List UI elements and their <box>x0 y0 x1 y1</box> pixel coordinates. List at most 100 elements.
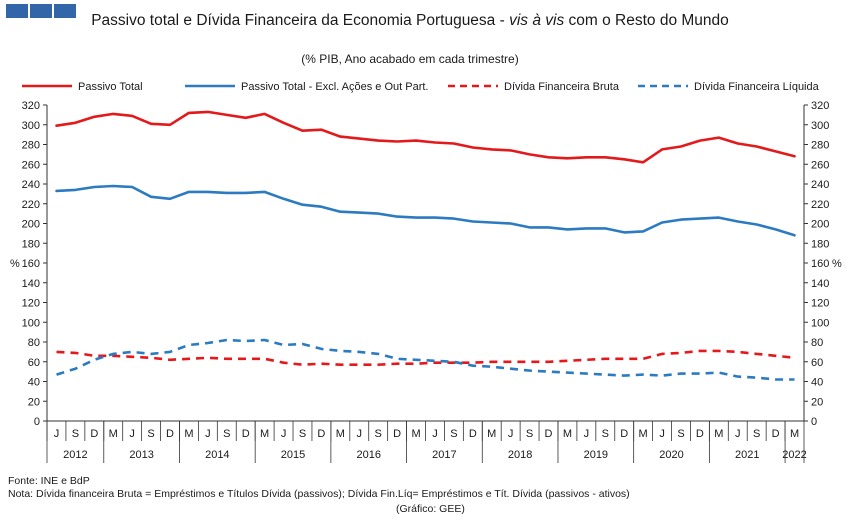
quarter-label: S <box>450 428 457 440</box>
y-tick-label-right: 320 <box>811 100 829 112</box>
quarter-label: J <box>129 428 135 440</box>
quarter-label: S <box>753 428 760 440</box>
year-label: 2017 <box>432 449 456 461</box>
year-label: 2014 <box>205 449 229 461</box>
source-note: Fonte: INE e BdP <box>8 475 90 487</box>
logo-block-2 <box>30 4 52 18</box>
chart-title: Passivo total e Dívida Financeira da Eco… <box>60 10 760 31</box>
quarter-label: J <box>281 428 287 440</box>
y-tick-label-right: 120 <box>811 298 829 310</box>
quarter-label: M <box>639 428 648 440</box>
y-tick-label-right: 60 <box>811 357 823 369</box>
definition-note: Nota: Dívida financeira Bruta = Emprésti… <box>8 488 630 500</box>
y-tick-label-right: 140 <box>811 278 829 290</box>
title-part-1: Passivo total e Dívida Financeira da Eco… <box>91 12 510 29</box>
legend-label: Dívida Financeira Bruta <box>504 81 620 93</box>
y-tick-label-left: 20 <box>28 396 40 408</box>
year-label: 2021 <box>735 449 759 461</box>
logo-block-1 <box>6 4 28 18</box>
quarter-label: D <box>469 428 477 440</box>
quarter-label: D <box>317 428 325 440</box>
quarter-label: S <box>72 428 79 440</box>
y-tick-label-left: 200 <box>22 219 40 231</box>
y-tick-label-left: 300 <box>22 120 40 132</box>
y-tick-label-left: 180 <box>22 238 40 250</box>
y-tick-label-right: 280 <box>811 140 829 152</box>
y-tick-label-right: 240 <box>811 179 829 191</box>
quarter-label: J <box>54 428 60 440</box>
year-label: 2018 <box>508 449 532 461</box>
quarter-label: D <box>696 428 704 440</box>
year-label: 2020 <box>659 449 683 461</box>
y-tick-label-left: 220 <box>22 199 40 211</box>
quarter-label: J <box>508 428 514 440</box>
quarter-label: D <box>620 428 628 440</box>
series-line <box>56 349 795 367</box>
y-tick-label-left: 100 <box>22 317 40 329</box>
year-label: 2013 <box>129 449 153 461</box>
quarter-label: D <box>772 428 780 440</box>
title-part-2: com o Resto do Mundo <box>564 12 729 29</box>
quarter-label: M <box>336 428 345 440</box>
series-line <box>55 110 796 164</box>
quarter-label: S <box>223 428 230 440</box>
y-tick-label-left: 240 <box>22 179 40 191</box>
quarter-label: J <box>735 428 741 440</box>
quarter-label: S <box>602 428 609 440</box>
quarter-label: J <box>357 428 363 440</box>
quarter-label: M <box>411 428 420 440</box>
y-tick-label-right: 180 <box>811 238 829 250</box>
quarter-label: D <box>242 428 250 440</box>
quarter-label: M <box>260 428 269 440</box>
y-tick-label-left: 0 <box>34 416 40 428</box>
chart-subtitle: (% PIB, Ano acabado em cada trimestre) <box>301 52 519 66</box>
quarter-label: M <box>184 428 193 440</box>
legend-label: Passivo Total <box>78 81 143 93</box>
y-tick-label-right: 220 <box>811 199 829 211</box>
legend-label: Dívida Financeira Líquida <box>694 81 820 93</box>
y-axis-label-left: % <box>10 258 20 270</box>
quarter-label: M <box>487 428 496 440</box>
y-tick-label-left: 160 <box>22 258 40 270</box>
quarter-label: D <box>166 428 174 440</box>
quarter-label: M <box>714 428 723 440</box>
quarter-label: S <box>677 428 684 440</box>
year-label: 2015 <box>281 449 305 461</box>
y-tick-label-right: 80 <box>811 337 823 349</box>
series-line <box>56 338 795 381</box>
quarter-label: S <box>147 428 154 440</box>
quarter-label: J <box>205 428 211 440</box>
y-tick-label-left: 260 <box>22 159 40 171</box>
y-tick-label-left: 320 <box>22 100 40 112</box>
quarter-label: S <box>299 428 306 440</box>
chart-credit: (Gráfico: GEE) <box>396 503 465 515</box>
y-tick-label-right: 40 <box>811 377 823 389</box>
y-tick-label-left: 60 <box>28 357 40 369</box>
y-tick-label-left: 80 <box>28 337 40 349</box>
y-tick-label-right: 100 <box>811 317 829 329</box>
quarter-label: S <box>526 428 533 440</box>
y-tick-label-right: 160 <box>811 258 829 270</box>
y-axis-label-right: % <box>832 258 842 270</box>
quarter-label: D <box>545 428 553 440</box>
quarter-label: J <box>659 428 665 440</box>
year-label: 2022 <box>782 449 806 461</box>
title-emphasis: vis à vis <box>509 12 565 29</box>
year-label: 2012 <box>63 449 87 461</box>
y-tick-label-right: 300 <box>811 120 829 132</box>
quarter-label: D <box>90 428 98 440</box>
y-tick-label-right: 200 <box>811 219 829 231</box>
quarter-label: J <box>584 428 590 440</box>
y-tick-label-left: 280 <box>22 140 40 152</box>
legend-label: Passivo Total - Excl. Ações e Out Part. <box>241 81 429 93</box>
logo-block-3 <box>54 4 76 18</box>
quarter-label: D <box>393 428 401 440</box>
quarter-label: M <box>109 428 118 440</box>
series-line <box>55 184 796 237</box>
y-tick-label-right: 0 <box>811 416 817 428</box>
year-label: 2019 <box>584 449 608 461</box>
quarter-label: J <box>432 428 438 440</box>
y-tick-label-right: 260 <box>811 159 829 171</box>
year-label: 2016 <box>356 449 380 461</box>
